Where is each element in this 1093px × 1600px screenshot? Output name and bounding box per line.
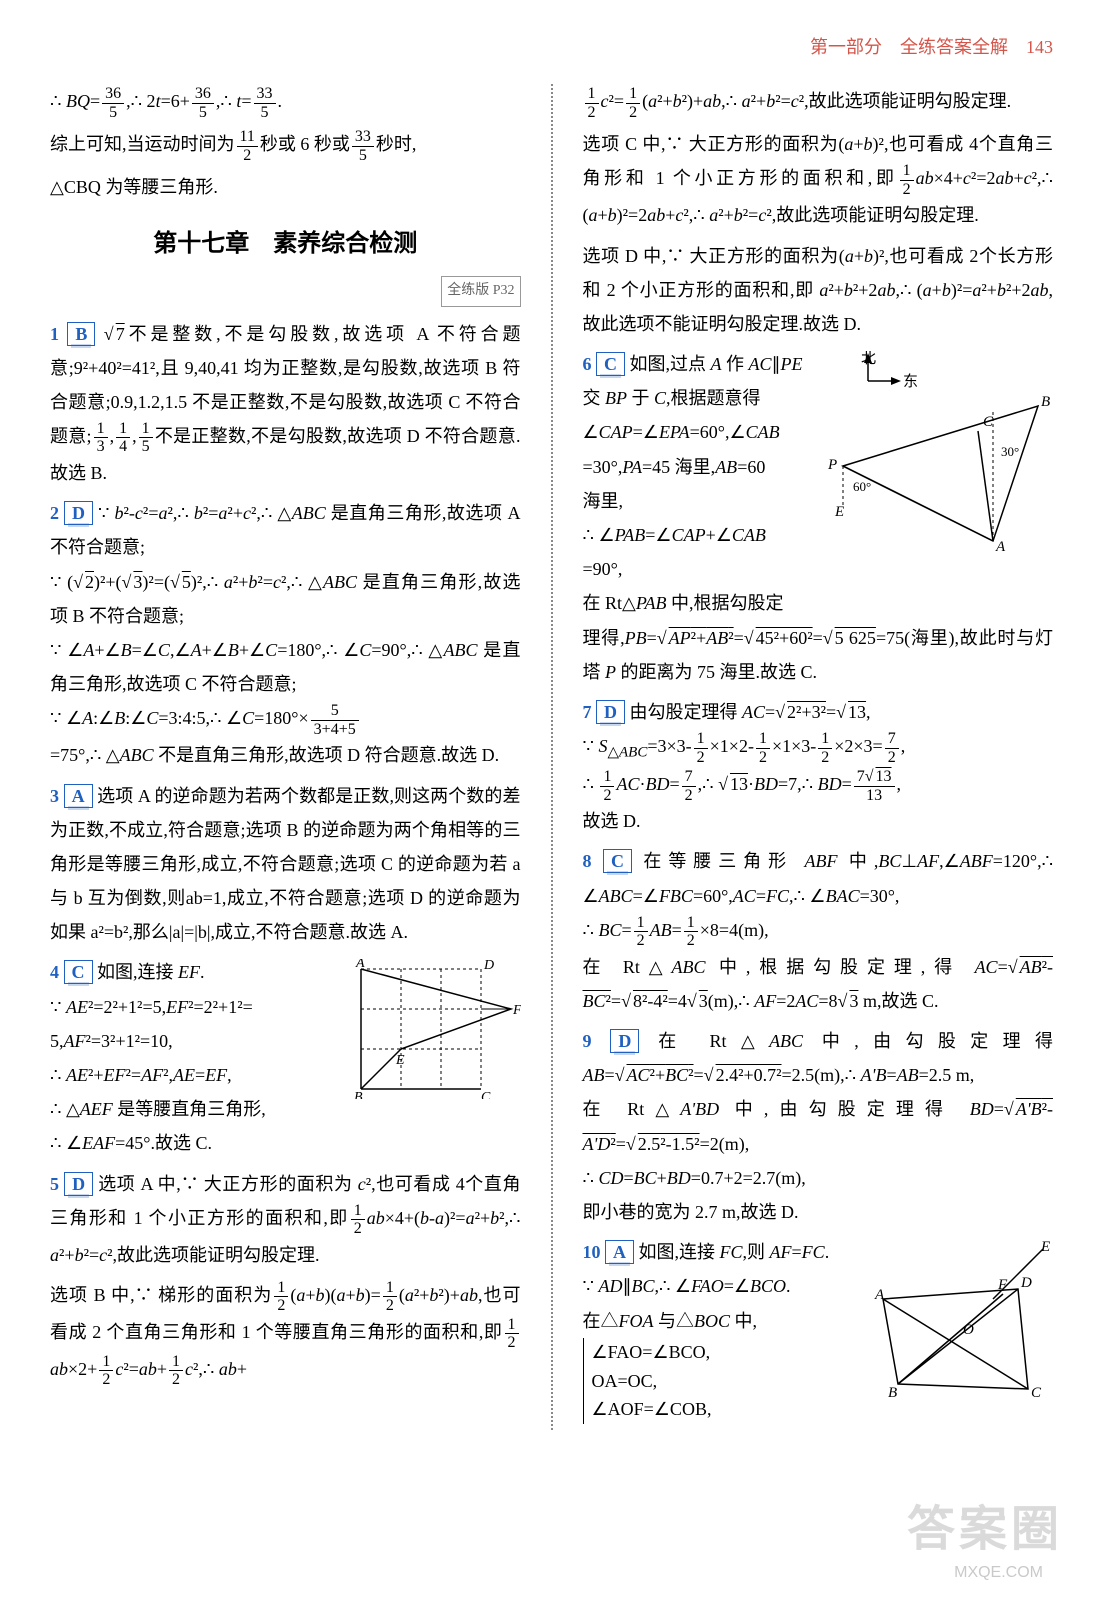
svg-text:C: C — [983, 414, 994, 430]
svg-text:30°: 30° — [1001, 444, 1019, 459]
east-label: 东 — [903, 373, 918, 390]
intro-line: ∴ BQ=365,∴ 2t=6+365,∴ t=335. — [50, 84, 521, 121]
answer-box: D — [610, 1029, 639, 1053]
figure-q6: 北 东 P B A C E 60° 30° — [823, 351, 1053, 551]
north-label: 北 — [861, 351, 876, 367]
question-6: 北 东 P B A C E 60° 30° 6 C 如图,过点 A 作 AC∥P… — [583, 347, 1054, 689]
qnum: 7 — [583, 702, 592, 722]
svg-text:A: A — [995, 539, 1006, 551]
qnum: 9 — [583, 1031, 592, 1051]
q3-text: 选项 A 的逆命题为若两个数都是正数,则这两个数的差为正数,不成立,符合题意;选… — [50, 786, 521, 943]
question-5-p2: 选项 B 中,∵ 梯形的面积为12(a+b)(a+b)=12(a²+b²)+ab… — [50, 1278, 521, 1389]
left-column: ∴ BQ=365,∴ 2t=6+365,∴ t=335. 综上可知,当运动时间为… — [50, 84, 521, 1430]
page-header: 第一部分 全练答案全解 143 — [50, 30, 1053, 64]
svg-text:F: F — [512, 1003, 521, 1018]
question-10: A D C B O F E 10 A 如图,连接 FC,则 AF=FC.∵ AD… — [583, 1235, 1054, 1424]
question-3: 3 A 选项 A 的逆命题为若两个数都是正数,则这两个数的差为正数,不成立,符合… — [50, 779, 521, 950]
svg-text:D: D — [483, 959, 494, 973]
chapter-title: 第十七章 素养综合检测 — [50, 222, 521, 268]
question-9: 9 D 在 Rt△ABC 中,由勾股定理得 AB=√AC²+BC²=√2.4²+… — [583, 1024, 1054, 1229]
answer-box: A — [64, 784, 93, 808]
svg-text:B: B — [888, 1385, 897, 1399]
qnum: 2 — [50, 503, 59, 523]
qnum: 3 — [50, 786, 59, 806]
question-8: 8 C 在等腰三角形 ABF 中,BC⊥AF,∠ABF=120°,∴ ∠ABC=… — [583, 844, 1054, 1018]
svg-text:A: A — [874, 1287, 885, 1303]
qnum: 10 — [583, 1242, 601, 1262]
figure-q4: A D F E B C — [351, 959, 521, 1099]
svg-text:D: D — [1020, 1275, 1032, 1291]
svg-text:B: B — [1041, 394, 1050, 410]
svg-text:C: C — [481, 1090, 491, 1099]
question-4: A D F E B C 4 C 如图,连接 EF.∵ AE²=2²+1²=5,E… — [50, 955, 521, 1160]
svg-text:60°: 60° — [853, 479, 871, 494]
question-5-p1: 5 D 选项 A 中,∵ 大正方形的面积为 c²,也可看成 4个直角三角形和 1… — [50, 1167, 521, 1272]
svg-text:P: P — [827, 457, 837, 473]
answer-box: D — [596, 700, 625, 724]
q5-cont-p3: 12c²=12(a²+b²)+ab,∴ a²+b²=c²,故此选项能证明勾股定理… — [583, 84, 1054, 121]
qnum: 4 — [50, 962, 59, 982]
answer-box: D — [64, 1172, 93, 1196]
column-divider — [551, 84, 553, 1430]
question-7: 7 D 由勾股定理得 AC=√2²+3²=√13,∵ S△ABC=3×3-12×… — [583, 695, 1054, 838]
case-line: OA=OC, — [592, 1371, 658, 1391]
qnum: 1 — [50, 324, 59, 344]
svg-text:E: E — [834, 504, 844, 520]
answer-box: C — [64, 960, 93, 984]
svg-text:F: F — [997, 1277, 1008, 1293]
q5-cont-p5: 选项 D 中,∵ 大正方形的面积为(a+b)²,也可看成 2个长方形和 2 个小… — [583, 239, 1054, 342]
qnum: 5 — [50, 1174, 59, 1194]
svg-text:O: O — [963, 1322, 974, 1338]
url-watermark: MXQE.COM — [954, 1558, 1043, 1588]
figure-q10: A D C B O F E — [873, 1239, 1053, 1399]
answer-box: C — [596, 352, 625, 376]
case-line: ∠FAO=∠BCO, — [592, 1342, 711, 1362]
q5-cont-p4: 选项 C 中,∵ 大正方形的面积为(a+b)²,也可看成 4个直角三角形和 1 … — [583, 127, 1054, 232]
svg-text:E: E — [1040, 1239, 1050, 1255]
answer-box: D — [64, 501, 93, 525]
main-content: ∴ BQ=365,∴ 2t=6+365,∴ t=335. 综上可知,当运动时间为… — [50, 84, 1053, 1430]
svg-text:E: E — [395, 1053, 405, 1068]
qnum: 8 — [583, 851, 592, 871]
answer-box: C — [603, 849, 632, 873]
question-1: 1 B √7不是整数,不是勾股数,故选项 A 不符合题意;9²+40²=41²,… — [50, 317, 521, 491]
page-reference: 全练版 P32 — [441, 276, 520, 307]
svg-text:B: B — [354, 1090, 363, 1099]
qnum: 6 — [583, 354, 592, 374]
svg-text:A: A — [355, 959, 365, 971]
intro-line: 综上可知,当运动时间为112秒或 6 秒或335秒时, — [50, 127, 521, 164]
right-column: 12c²=12(a²+b²)+ab,∴ a²+b²=c²,故此选项能证明勾股定理… — [583, 84, 1054, 1430]
intro-line: △CBQ 为等腰三角形. — [50, 170, 521, 204]
answer-box: B — [67, 322, 95, 346]
case-line: ∠AOF=∠COB, — [592, 1399, 712, 1419]
svg-text:C: C — [1031, 1385, 1042, 1399]
question-2: 2 D ∵ b²-c²=a²,∴ b²=a²+c²,∴ △ABC 是直角三角形,… — [50, 496, 521, 772]
answer-box: A — [605, 1240, 634, 1264]
